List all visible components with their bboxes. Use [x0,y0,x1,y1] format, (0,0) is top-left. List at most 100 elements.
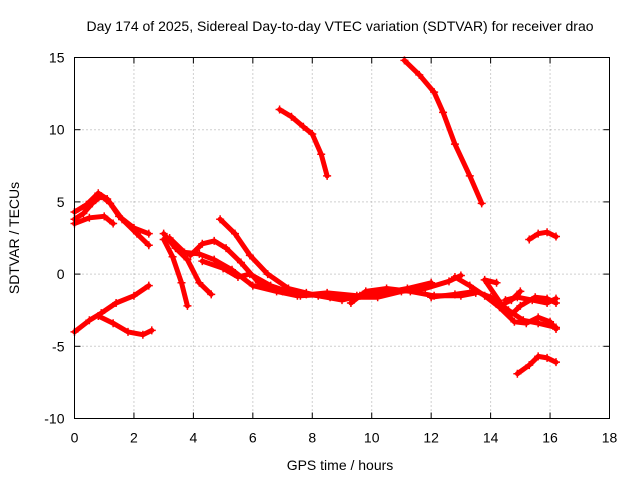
data-point [427,293,436,302]
series-layer [70,56,560,378]
data-point [177,278,186,287]
data-point [525,235,534,244]
data-point [465,171,474,180]
data-point [79,209,88,218]
data-point [507,296,516,305]
data-point [296,291,305,300]
data-point [275,105,284,114]
series-arc-4 [72,283,152,335]
data-point [543,353,552,362]
data-point [198,257,207,266]
data-point [317,150,326,159]
y-axis-label: SDTVAR / TECUs [6,182,22,294]
x-tick-label: 14 [483,430,499,446]
data-point [94,189,103,198]
data-point [85,213,94,222]
data-point [94,311,103,320]
data-point [195,249,204,258]
data-point [144,229,153,238]
data-point [195,278,204,287]
data-point [245,270,254,279]
data-point [132,229,141,238]
data-point [103,195,112,204]
data-point [552,232,560,241]
data-point [159,235,168,244]
x-tick-label: 10 [364,430,380,446]
data-point [492,278,501,287]
data-point [510,317,519,326]
data-point [245,251,254,260]
data-point [361,287,370,296]
x-tick-label: 12 [423,430,439,446]
data-point [233,272,242,281]
x-tick-label: 2 [130,430,138,446]
y-tick-label: 5 [57,194,65,210]
data-point [231,229,239,238]
data-point [109,319,118,328]
data-point [439,108,448,117]
data-point [216,215,225,224]
data-point [507,310,516,319]
data-point [299,122,308,131]
data-point [513,369,522,378]
data-point [552,358,560,367]
data-point [183,255,192,264]
data-point [450,140,459,149]
data-point [382,284,391,293]
data-point [346,298,355,307]
y-tick-label: -5 [52,338,65,354]
data-point [516,287,525,296]
y-tick-label: 0 [57,266,65,282]
data-point [323,171,332,180]
data-point [534,313,543,322]
data-point [450,290,459,299]
x-tick-label: 8 [308,430,316,446]
data-point [543,228,552,237]
data-point [248,281,257,290]
data-point [543,298,552,307]
y-tick-label: 10 [49,122,65,138]
data-point [546,317,555,326]
data-point [109,219,118,228]
data-point [465,281,474,290]
series-arc-20 [277,107,330,179]
data-point [144,281,153,290]
series-arc-3 [72,213,116,227]
data-point [263,270,272,279]
data-point [124,327,132,336]
data-point [445,277,453,286]
data-point [287,112,296,121]
data-point [138,330,147,339]
tick-layer: 0 2 4 6 8 10 12 14 16 18 -10 -5 0 5 10 15 [44,50,617,446]
data-point [186,251,195,260]
data-point [373,293,382,302]
data-point [528,296,537,305]
data-point [495,301,504,310]
data-point [198,239,207,248]
x-tick-label: 6 [249,430,257,446]
data-point [219,264,228,273]
data-point [144,241,153,250]
plot-frame [74,57,610,419]
data-point [308,130,317,139]
data-point [210,255,219,264]
data-point [450,272,459,281]
data-point [147,326,156,335]
data-point [118,215,127,224]
x-tick-label: 4 [189,430,197,446]
y-tick-label: 15 [49,50,65,66]
series-arc-18 [526,229,559,242]
data-point [82,200,91,209]
data-point [480,275,489,284]
data-point [516,301,525,310]
y-tick-label: -10 [44,411,64,427]
data-point [415,70,424,79]
data-point [406,287,415,296]
data-point [323,290,332,299]
x-tick-label: 0 [71,430,79,446]
data-point [168,252,177,261]
data-point [522,319,531,328]
data-point [236,258,245,267]
data-point [552,294,560,303]
